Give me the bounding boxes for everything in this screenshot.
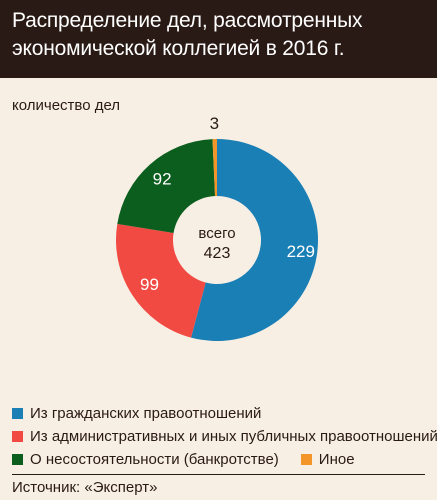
legend-label-bankruptcy: О несостоятельности (банкротстве)	[30, 451, 279, 468]
legend-item-bankruptcy: О несостоятельности (банкротстве)	[12, 451, 279, 468]
legend-swatch-bankruptcy	[12, 454, 23, 465]
slice-0	[191, 139, 318, 341]
chart-title-line-2: экономической коллегией в 2016 г.	[12, 37, 345, 60]
unit-label: количество дел	[12, 97, 121, 114]
donut-chart: 229 99 92 3 всего 423	[115, 114, 318, 341]
center-total: 423	[204, 245, 231, 262]
chart-header: Распределение дел, рассмотренных экономи…	[0, 0, 437, 78]
source-divider	[12, 474, 425, 475]
slice-value-label-1: 99	[140, 275, 159, 294]
slice-value-label-3: 3	[210, 114, 219, 133]
slice-2	[117, 139, 216, 234]
legend-item-other: Иное	[300, 451, 355, 468]
chart-title-line-1: Распределение дел, рассмотренных	[12, 9, 363, 32]
slice-3	[212, 139, 217, 197]
legend-label-civil: Из гражданских правоотношений	[30, 405, 262, 422]
legend-item-administrative: Из административных и иных публичных пра…	[12, 428, 437, 445]
slice-value-label-0: 229	[287, 242, 315, 261]
slice-value-label-2: 92	[153, 169, 172, 188]
legend-label-other: Иное	[318, 451, 355, 468]
legend-row: О несостоятельности (банкротстве) Иное	[12, 448, 432, 471]
center-label: всего	[198, 225, 235, 242]
legend-row: Из гражданских правоотношений	[12, 402, 432, 425]
legend-item-civil: Из гражданских правоотношений	[12, 405, 261, 422]
legend-swatch-administrative	[12, 431, 23, 442]
legend-swatch-civil	[12, 408, 23, 419]
legend-swatch-other	[300, 454, 312, 465]
legend: Из гражданских правоотношений Из админис…	[12, 402, 437, 471]
source-note: Источник: «Эксперт»	[12, 479, 158, 496]
legend-row: Из административных и иных публичных пра…	[12, 425, 437, 448]
slice-1	[115, 223, 206, 338]
legend-label-administrative: Из административных и иных публичных пра…	[30, 428, 437, 445]
